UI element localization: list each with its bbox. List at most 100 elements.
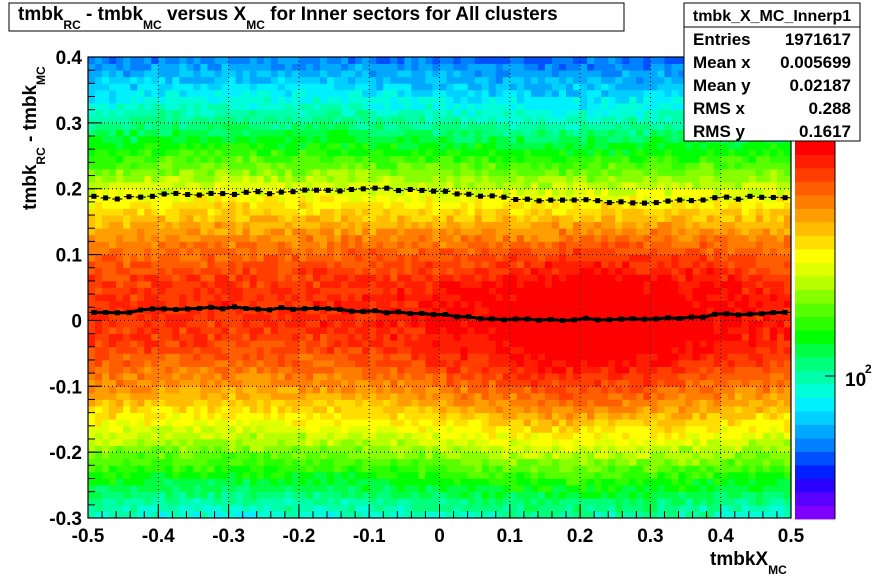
heatmap-cell (488, 96, 497, 104)
heatmap-cell (327, 195, 335, 203)
heatmap-cell (214, 168, 222, 176)
heatmap-cell (383, 136, 391, 144)
heatmap-cell (551, 346, 560, 354)
heatmap-cell (495, 406, 504, 414)
heatmap-cell (193, 327, 201, 334)
heatmap-cell (88, 359, 96, 367)
heatmap-cell (186, 471, 194, 479)
heatmap-cell (200, 136, 208, 144)
heatmap-cell (418, 155, 426, 163)
heatmap-cell (242, 208, 251, 216)
heatmap-cell (460, 445, 469, 453)
heatmap-cell (418, 234, 426, 242)
heatmap-cell (102, 136, 110, 144)
heatmap-cell (467, 452, 476, 460)
heatmap-cell (263, 215, 272, 223)
heatmap-cell (523, 491, 532, 499)
heatmap-cell (355, 96, 363, 104)
heatmap-cell (256, 57, 265, 64)
heatmap-cell (214, 142, 222, 150)
heatmap-cell (509, 155, 518, 163)
heatmap-cell (411, 386, 419, 394)
heatmap-cell (123, 458, 131, 466)
heatmap-cell (235, 419, 244, 427)
heatmap-cell (221, 122, 229, 130)
heatmap-cell (263, 366, 272, 374)
heatmap-cell (544, 498, 553, 506)
heatmap-cell (376, 300, 384, 308)
heatmap-cell (151, 149, 159, 157)
heatmap-cell (179, 379, 187, 387)
heatmap-cell (242, 419, 251, 427)
heatmap-cell (362, 122, 370, 130)
heatmap-cell (474, 392, 483, 400)
heatmap-cell (481, 392, 490, 400)
heatmap-cell (460, 215, 469, 223)
heatmap-cell (390, 346, 398, 354)
heatmap-cell (228, 438, 237, 446)
heatmap-cell (467, 504, 476, 512)
heatmap-cell (102, 327, 110, 334)
heatmap-cell (221, 491, 229, 499)
heatmap-cell (383, 188, 391, 196)
heatmap-cell (109, 392, 117, 400)
heatmap-cell (165, 465, 173, 473)
heatmap-cell (214, 188, 222, 196)
heatmap-cell (474, 432, 483, 440)
heatmap-cell (523, 274, 532, 282)
heatmap-cell (95, 228, 103, 236)
heatmap-cell (116, 379, 124, 387)
heatmap-cell (474, 300, 483, 308)
heatmap-cell (425, 228, 433, 236)
heatmap-cell (193, 300, 201, 308)
heatmap-cell (235, 406, 244, 414)
heatmap-cell (116, 280, 124, 288)
heatmap-cell (221, 129, 229, 137)
heatmap-cell (319, 353, 328, 361)
heatmap-cell (221, 175, 229, 183)
heatmap-cell (186, 491, 194, 499)
heatmap-cell (123, 379, 131, 387)
heatmap-cell (425, 234, 433, 242)
heatmap-cell (95, 103, 103, 111)
heatmap-cell (362, 208, 370, 216)
heatmap-cell (277, 327, 286, 334)
heatmap-cell (130, 57, 138, 64)
heatmap-cell (341, 346, 349, 354)
heatmap-cell (509, 228, 518, 236)
heatmap-cell (580, 511, 588, 519)
heatmap-cell (341, 333, 349, 341)
heatmap-cell (95, 438, 103, 446)
heatmap-cell (383, 379, 391, 387)
heatmap-cell (165, 498, 173, 506)
heatmap-cell (537, 116, 546, 124)
heatmap-cell (137, 373, 145, 381)
heatmap-cell (200, 195, 208, 203)
heatmap-cell (88, 142, 96, 150)
heatmap-cell (376, 155, 384, 163)
heatmap-cell (305, 485, 314, 493)
heatmap-cell (109, 142, 117, 150)
heatmap-cell (249, 287, 258, 295)
heatmap-cell (137, 471, 145, 479)
heatmap-cell (495, 307, 504, 315)
heatmap-cell (298, 300, 307, 308)
heatmap-cell (523, 445, 532, 453)
heatmap-cell (467, 307, 476, 315)
heatmap-cell (221, 320, 229, 328)
heatmap-cell (523, 129, 532, 137)
heatmap-cell (390, 234, 398, 242)
heatmap-cell (249, 70, 258, 78)
heatmap-cell (165, 201, 173, 209)
heatmap-cell (334, 261, 342, 269)
heatmap-cell (207, 504, 215, 512)
heatmap-cell (355, 274, 363, 282)
heatmap-cell (523, 307, 532, 315)
heatmap-cell (263, 122, 272, 130)
heatmap-cell (432, 122, 440, 130)
heatmap-cell (502, 320, 511, 328)
heatmap-cell (109, 340, 117, 348)
heatmap-cell (186, 261, 194, 269)
heatmap-cell (242, 504, 251, 512)
heatmap-cell (200, 162, 208, 170)
